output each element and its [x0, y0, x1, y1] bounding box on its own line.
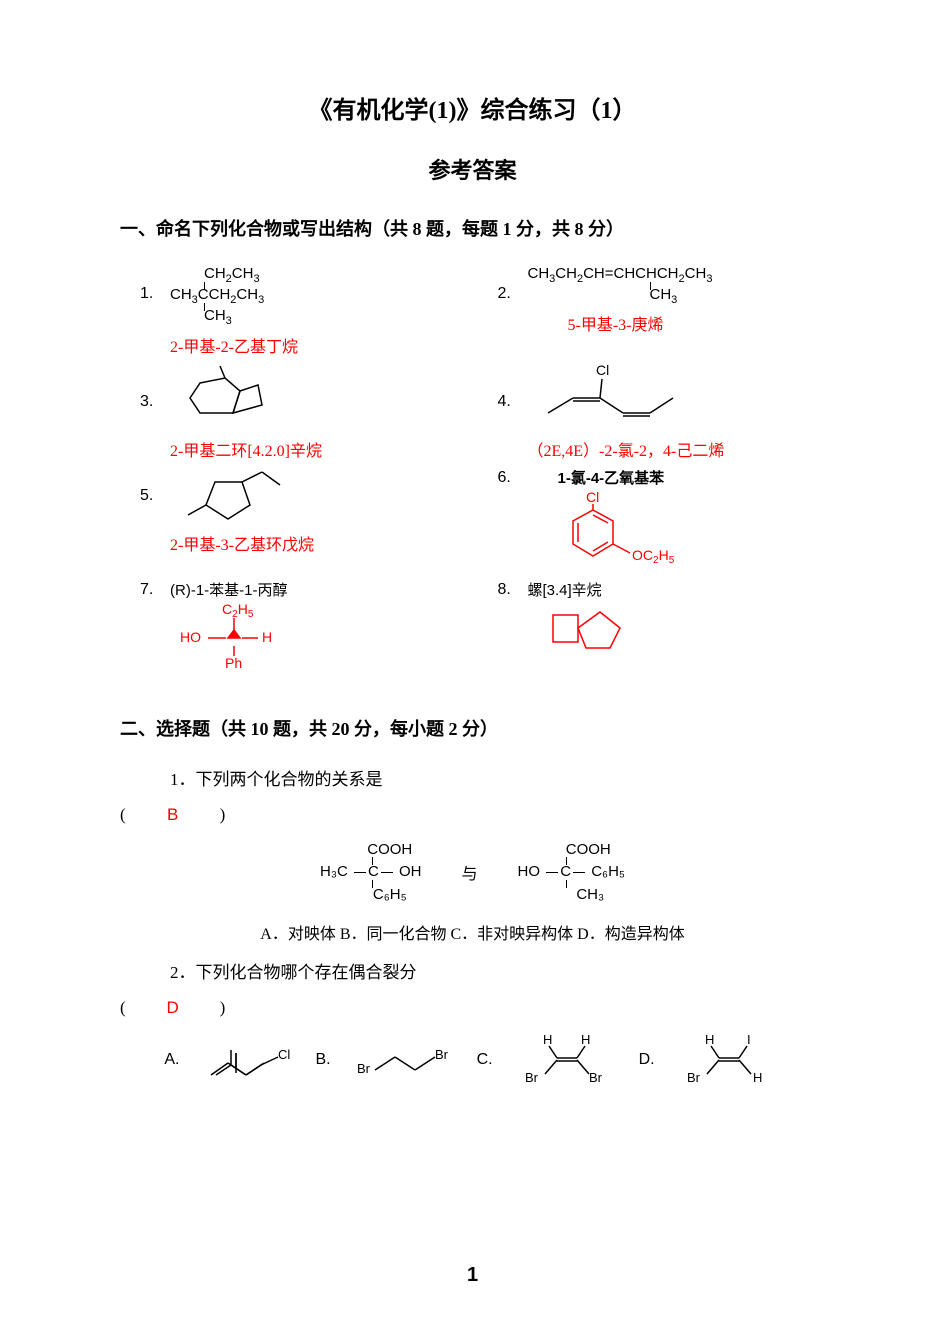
svg-text:H: H: [543, 1032, 552, 1047]
s2-q1-answer: B: [143, 805, 203, 825]
mol1-mid: OH: [399, 863, 422, 880]
q1: 1. CH2CH3 CH3CCH2CH3 CH3 2-甲基-2-乙基丁烷: [140, 265, 468, 357]
mol2-bot: CH₃: [518, 884, 625, 907]
svg-text:HO: HO: [180, 629, 201, 645]
optB-structure-icon: Br Br: [357, 1035, 457, 1085]
q2-formula: CH3CH2CH=CHCHCH2CH3 CH3: [528, 265, 826, 307]
page-number: 1: [0, 1264, 945, 1287]
q6-num: 6.: [498, 469, 511, 487]
q2-num: 2.: [498, 285, 511, 303]
q1-num: 1.: [140, 285, 153, 303]
mol1-top: COOH: [320, 839, 421, 862]
q5-num: 5.: [140, 487, 153, 505]
q6: 6. 1-氯-4-乙氧基苯 Cl OC2H5: [498, 467, 826, 573]
section1-grid: 1. CH2CH3 CH3CCH2CH3 CH3 2-甲基-2-乙基丁烷 2. …: [140, 265, 825, 675]
q5: 5. 2-甲基-3-乙基环戊烷: [140, 467, 468, 573]
optA-structure-icon: Cl: [206, 1035, 296, 1085]
svg-text:Br: Br: [687, 1070, 701, 1085]
svg-text:H: H: [705, 1032, 714, 1047]
q6-label: 1-氯-4-乙氧基苯: [528, 467, 826, 488]
svg-text:Br: Br: [435, 1047, 449, 1062]
s2-q2-answer-row: ( D ): [120, 993, 825, 1018]
svg-text:Br: Br: [357, 1061, 371, 1076]
s2-q1-text: 1．下列两个化合物的关系是: [170, 765, 825, 790]
s2-q1-options: A．对映体 B．同一化合物 C．非对映异构体 D．构造异构体: [120, 920, 825, 944]
svg-text:Br: Br: [525, 1070, 539, 1085]
q8-structure-icon: [528, 600, 658, 660]
q8-label: 螺[3.4]辛烷: [528, 579, 826, 600]
mol2-mid: C₆H₅: [591, 863, 625, 880]
q5-answer: 2-甲基-3-乙基环戊烷: [170, 531, 468, 555]
s2-q1-mol1: COOH H₃C C OH C₆H₅: [320, 839, 421, 907]
q4-answer: （2E,4E）-2-氯-2，4-己二烯: [528, 437, 826, 461]
svg-text:H: H: [262, 629, 272, 645]
q6-structure-icon: Cl OC2H5: [528, 488, 698, 573]
q5-structure-icon: [170, 467, 310, 527]
optC-label: C.: [477, 1051, 493, 1069]
s2-q2-options-row: A. Cl B. Br: [120, 1032, 825, 1087]
q7-label: (R)-1-苯基-1-丙醇: [170, 579, 468, 600]
optB-label: B.: [316, 1051, 331, 1069]
q2: 2. CH3CH2CH=CHCHCH2CH3 CH3 5-甲基-3-庚烯: [498, 265, 826, 357]
q1-formula: CH2CH3 CH3CCH2CH3 CH3: [170, 265, 468, 329]
q7: 7. (R)-1-苯基-1-丙醇 C2H5 HO H Ph: [140, 579, 468, 675]
section1-heading: 一、命名下列化合物或写出结构（共 8 题，每题 1 分，共 8 分）: [120, 215, 825, 241]
optD-structure-icon: H I Br H: [681, 1032, 781, 1087]
q7-structure-icon: C2H5 HO H Ph: [170, 600, 310, 675]
s2-q2-answer: D: [143, 998, 203, 1018]
s2-q1-connector: 与: [462, 860, 478, 884]
svg-text:C2H5: C2H5: [222, 601, 254, 620]
q4: 4. Cl （2E,4E）-2-氯-2，4-己二烯: [498, 363, 826, 461]
q8: 8. 螺[3.4]辛烷: [498, 579, 826, 675]
q3-answer: 2-甲基二环[4.2.0]辛烷: [170, 437, 468, 461]
q3: 3. 2-甲基二环[4.2.0]辛烷: [140, 363, 468, 461]
mol2-left: HO: [518, 863, 541, 880]
q7-num: 7.: [140, 581, 153, 599]
page-subtitle: 参考答案: [120, 153, 825, 185]
q8-num: 8.: [498, 581, 511, 599]
s2-q2-text: 2．下列化合物哪个存在偶合裂分: [170, 958, 825, 983]
q4-cl: Cl: [596, 363, 609, 378]
mol2-top: COOH: [518, 839, 625, 862]
svg-text:Ph: Ph: [225, 655, 242, 671]
mol1-left: H₃C: [320, 863, 348, 880]
optD-label: D.: [639, 1051, 655, 1069]
q3-num: 3.: [140, 393, 153, 411]
s2-q1-mol2: COOH HO C C₆H₅ CH₃: [518, 839, 625, 907]
q2-answer: 5-甲基-3-庚烯: [528, 311, 826, 335]
svg-text:Cl: Cl: [278, 1047, 290, 1062]
svg-text:I: I: [747, 1032, 751, 1047]
q1-answer: 2-甲基-2-乙基丁烷: [170, 333, 468, 357]
mol1-bot: C₆H₅: [320, 884, 421, 907]
svg-text:H: H: [753, 1070, 762, 1085]
svg-text:H: H: [581, 1032, 590, 1047]
optA-label: A.: [164, 1051, 179, 1069]
svg-text:OC2H5: OC2H5: [632, 547, 675, 566]
q3-structure-icon: [170, 363, 290, 433]
section2-heading: 二、选择题（共 10 题，共 20 分，每小题 2 分）: [120, 715, 825, 741]
q4-num: 4.: [498, 393, 511, 411]
q4-structure-icon: Cl: [528, 363, 708, 433]
svg-text:Cl: Cl: [586, 489, 599, 505]
optC-structure-icon: H H Br Br: [519, 1032, 619, 1087]
s2-q1-answer-row: ( B ): [120, 800, 825, 825]
page-title: 《有机化学(1)》综合练习（1）: [120, 90, 825, 125]
s2-q1-molecules: COOH H₃C C OH C₆H₅ 与 COOH HO C C₆H₅ CH₃: [120, 839, 825, 907]
svg-text:Br: Br: [589, 1070, 603, 1085]
